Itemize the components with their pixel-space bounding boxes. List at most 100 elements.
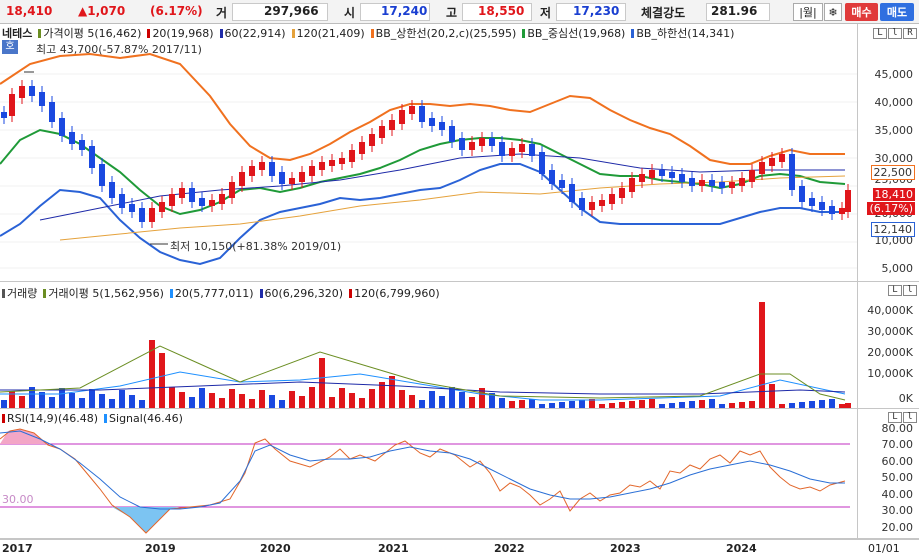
rsi-oversold-fill xyxy=(112,507,180,533)
pane-log-icon[interactable]: l xyxy=(888,28,902,39)
open-value: 17,240 xyxy=(381,4,428,18)
volume-bar xyxy=(149,340,155,408)
hoga-badge[interactable]: 호 xyxy=(2,40,18,54)
candle xyxy=(389,120,395,130)
volume-bar xyxy=(379,382,385,408)
candle xyxy=(629,178,635,192)
candle xyxy=(659,170,665,176)
candle xyxy=(499,142,505,156)
volume-bar xyxy=(699,400,705,408)
pane-resize-icon[interactable]: l xyxy=(903,412,917,423)
candle xyxy=(599,200,605,206)
volume-bar xyxy=(719,404,725,408)
period-button[interactable]: |월| xyxy=(793,3,823,21)
bb-lower-line xyxy=(0,163,845,266)
volume-bar xyxy=(579,400,585,408)
candle xyxy=(209,200,215,206)
date-2022: 2022 xyxy=(494,542,525,555)
volume-bar xyxy=(669,403,675,408)
rsi-signal-line xyxy=(0,430,845,510)
candle xyxy=(749,170,755,182)
candle xyxy=(239,172,245,186)
candle xyxy=(779,154,785,162)
candle xyxy=(149,208,155,222)
volume-bar xyxy=(179,392,185,408)
bb-middle-line xyxy=(0,128,846,216)
volume-bar xyxy=(539,404,545,408)
sell-button[interactable]: 매도 xyxy=(880,3,914,21)
candle xyxy=(69,132,75,144)
volume-bar xyxy=(599,404,605,408)
candle xyxy=(139,208,145,222)
candle xyxy=(249,166,255,176)
pane-resize-icon[interactable]: l xyxy=(903,285,917,296)
price-pane: 네테스 가격이평 5(16,462) 20(19,968) 60(22,914)… xyxy=(0,24,919,282)
volume-legend: 거래량 거래이평 5(1,562,956) 20(5,777,011) 60(6… xyxy=(2,285,440,301)
volume-bar xyxy=(459,392,465,408)
volume-bar xyxy=(249,399,255,408)
volume-bar xyxy=(799,402,805,408)
volume-bar xyxy=(9,391,15,408)
quote-bar: 18,410 ▲1,070 (6.17%) 거 297,966 시 17,240… xyxy=(0,0,919,24)
y-label-35000: 35,000 xyxy=(874,124,914,137)
candle xyxy=(519,144,525,152)
rsi-label-80: 80.00 xyxy=(881,422,914,435)
volume-bar xyxy=(109,399,115,408)
date-2017: 2017 xyxy=(2,542,33,555)
volume-bar xyxy=(529,399,535,408)
date-2021: 2021 xyxy=(378,542,409,555)
vol-ma20-line xyxy=(0,371,846,401)
legend-ma120: 120(21,409) xyxy=(291,27,365,40)
volume-bar xyxy=(329,397,335,408)
date-2019: 2019 xyxy=(145,542,176,555)
candle xyxy=(509,148,515,156)
current-price: 18,410 xyxy=(6,4,53,18)
snowflake-icon[interactable]: ❄ xyxy=(824,3,842,21)
rsi-label-30: 30.00 xyxy=(881,504,914,517)
legend-rsi: RSI(14,9)(46.48) xyxy=(2,412,98,425)
volume-bar xyxy=(559,402,565,408)
candle xyxy=(579,198,585,210)
volume-bar xyxy=(709,399,715,408)
volume-bar xyxy=(259,390,265,408)
candle xyxy=(179,188,185,198)
candle xyxy=(769,158,775,166)
candle xyxy=(319,162,325,170)
legend-volume: 거래량 xyxy=(2,285,37,301)
volume-bar xyxy=(479,388,485,408)
y-label-10000-alt: 10,000 xyxy=(874,234,914,247)
candle xyxy=(189,188,195,202)
low-value: 17,230 xyxy=(573,4,620,18)
pane-resize-icon[interactable]: R xyxy=(903,28,917,39)
volume-bar xyxy=(139,400,145,408)
legend-vol-ma60: 60(6,296,320) xyxy=(259,287,343,300)
candle xyxy=(479,138,485,146)
pane-lock-icon[interactable]: L xyxy=(873,28,887,39)
candle xyxy=(329,160,335,166)
candle xyxy=(799,186,805,202)
bb-upper-line xyxy=(0,52,845,165)
volume-pane: 거래량 거래이평 5(1,562,956) 20(5,777,011) 60(6… xyxy=(0,282,919,409)
candle xyxy=(269,162,275,176)
open-box xyxy=(360,3,430,21)
candle xyxy=(399,110,405,124)
volume-bar xyxy=(639,400,645,408)
candle xyxy=(9,94,15,116)
volume-bar xyxy=(689,401,695,408)
volume-bar xyxy=(789,403,795,408)
legend-bb-middle: BB_중심선(19,968) xyxy=(522,25,625,41)
volume-bar xyxy=(829,399,835,408)
volume-bar xyxy=(589,399,595,408)
volume-bar xyxy=(499,398,505,408)
buy-button[interactable]: 매수 xyxy=(845,3,878,21)
candle xyxy=(689,178,695,186)
candle xyxy=(589,202,595,210)
volume-bar xyxy=(129,395,135,408)
candle xyxy=(299,172,305,182)
vol-ma5-line xyxy=(0,345,846,401)
candle xyxy=(409,106,415,114)
pane-lock-icon[interactable]: L xyxy=(888,285,902,296)
pane-lock-icon[interactable]: L xyxy=(888,412,902,423)
date-corner: 01/01 xyxy=(868,542,900,555)
volume-box xyxy=(232,3,328,21)
